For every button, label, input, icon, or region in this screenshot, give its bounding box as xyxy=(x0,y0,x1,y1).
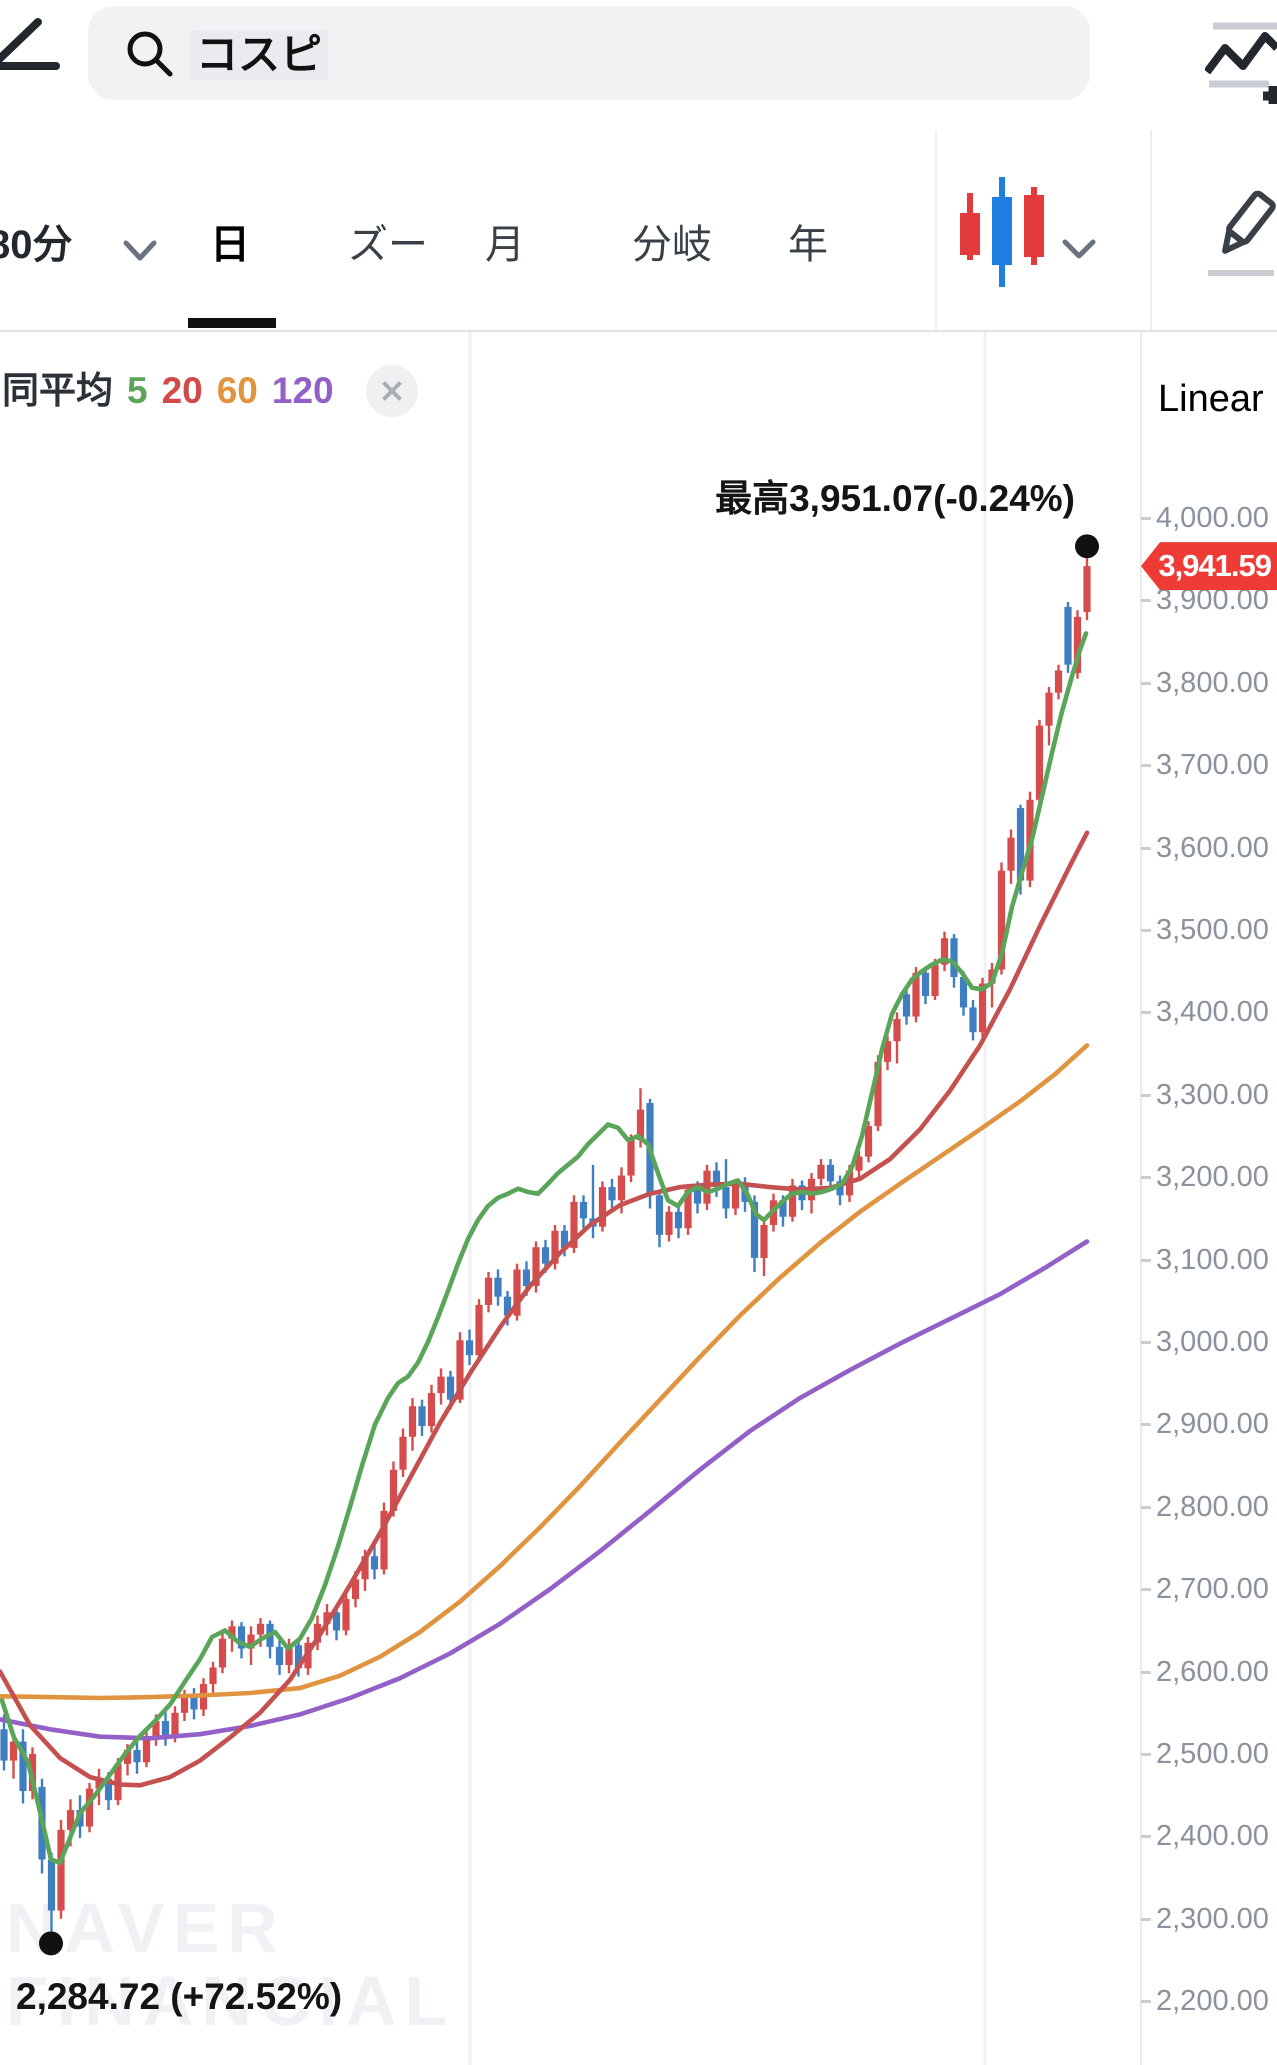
y-axis-tick-label: 2,800.00 xyxy=(1156,1490,1269,1523)
current-price-badge: 3,941.59 xyxy=(1141,542,1277,591)
tab-quarter[interactable]: 分岐 xyxy=(632,223,712,267)
chevron-down-icon[interactable] xyxy=(122,239,158,263)
tab-week[interactable]: ズー xyxy=(348,223,428,267)
y-axis-tick-label: 2,500.00 xyxy=(1156,1738,1269,1770)
legend-label: 同平均 xyxy=(2,370,113,411)
y-axis-tick xyxy=(1141,1423,1151,1427)
y-axis-tick-label: 2,200.00 xyxy=(1156,1985,1269,2018)
back-arrow-icon[interactable] xyxy=(0,14,64,94)
search-icon xyxy=(127,31,173,77)
y-axis-tick xyxy=(1141,517,1151,520)
y-axis-tick xyxy=(1141,1258,1151,1262)
y-axis-tick xyxy=(1141,1011,1151,1015)
y-axis-tick xyxy=(1141,681,1151,685)
low-annotation: 2,284.72 (+72.52%) xyxy=(16,1976,343,2017)
compare-chart-icon[interactable] xyxy=(1205,18,1277,104)
search-input[interactable]: コスピ xyxy=(88,6,1090,100)
legend-close-button[interactable] xyxy=(366,365,418,417)
y-axis-tick xyxy=(1141,764,1151,768)
y-axis-tick xyxy=(1141,929,1151,932)
chart-toolbar: 80分 日 ズー 月 分岐 年 xyxy=(0,127,1277,332)
legend-ma60: 60 xyxy=(216,370,258,411)
y-axis-tick xyxy=(1141,599,1151,603)
moving-average-legend: 同平均 5 20 60 120 xyxy=(2,360,334,414)
high-annotation: 最高3,951.07(-0.24%) xyxy=(715,478,1075,519)
y-axis-tick-label: 3,400.00 xyxy=(1156,996,1269,1029)
active-tab-underline xyxy=(188,318,276,328)
y-axis-tick-label: 4,000.00 xyxy=(1156,502,1269,534)
y-axis-tick-label: 2,400.00 xyxy=(1156,1820,1269,1853)
tab-day[interactable]: 日 xyxy=(210,223,250,267)
search-query: コスピ xyxy=(190,30,329,81)
y-axis-tick xyxy=(1141,1753,1151,1756)
y-axis-tick xyxy=(1141,1341,1151,1344)
y-axis-tick xyxy=(1141,2000,1151,2004)
tab-month[interactable]: 月 xyxy=(485,223,525,267)
candlestick-style-icon[interactable] xyxy=(952,165,1052,295)
y-axis-tick xyxy=(1141,1093,1151,1097)
candlestick-chart[interactable] xyxy=(0,332,1141,2065)
tab-year[interactable]: 年 xyxy=(788,223,828,267)
y-axis-tick xyxy=(1141,1588,1151,1592)
y-axis-tick xyxy=(1141,1835,1151,1839)
y-axis-tick xyxy=(1141,1176,1151,1180)
y-axis-tick-label: 2,600.00 xyxy=(1156,1655,1269,1688)
y-axis-tick-label: 3,500.00 xyxy=(1156,914,1269,946)
y-axis-tick xyxy=(1141,1505,1151,1509)
legend-ma20: 20 xyxy=(161,370,203,411)
draw-pencil-icon[interactable] xyxy=(1208,189,1277,281)
toolbar-divider xyxy=(935,130,937,330)
legend-ma120: 120 xyxy=(271,370,334,411)
y-axis-tick-label: 2,900.00 xyxy=(1156,1408,1269,1441)
y-axis-tick-label: 3,700.00 xyxy=(1156,749,1269,782)
chart-area[interactable]: NAVER FINANCIAL 同平均 5 20 60 120 Linear 4,000… xyxy=(0,332,1277,2065)
toolbar-divider xyxy=(1150,130,1152,330)
y-axis-tick xyxy=(1141,1670,1151,1674)
y-axis-tick-label: 2,700.00 xyxy=(1156,1573,1269,1606)
plot-border xyxy=(1140,332,1142,2065)
y-axis-tick xyxy=(1141,1917,1151,1921)
interval-selector[interactable]: 80分 xyxy=(0,223,73,267)
y-axis-tick xyxy=(1141,846,1151,850)
axis-scale-label[interactable]: Linear xyxy=(1158,378,1264,420)
y-axis-tick-label: 3,000.00 xyxy=(1156,1326,1269,1358)
y-axis-tick-label: 3,300.00 xyxy=(1156,1078,1269,1111)
header: コスピ xyxy=(0,0,1277,127)
y-axis-tick-label: 3,600.00 xyxy=(1156,831,1269,864)
chevron-down-icon[interactable] xyxy=(1062,239,1096,261)
y-axis-tick-label: 3,800.00 xyxy=(1156,666,1269,699)
legend-ma5: 5 xyxy=(127,370,148,411)
y-axis-tick-label: 2,300.00 xyxy=(1156,1902,1269,1935)
y-axis-tick-label: 3,200.00 xyxy=(1156,1161,1269,1194)
y-axis-tick-label: 3,100.00 xyxy=(1156,1243,1269,1276)
